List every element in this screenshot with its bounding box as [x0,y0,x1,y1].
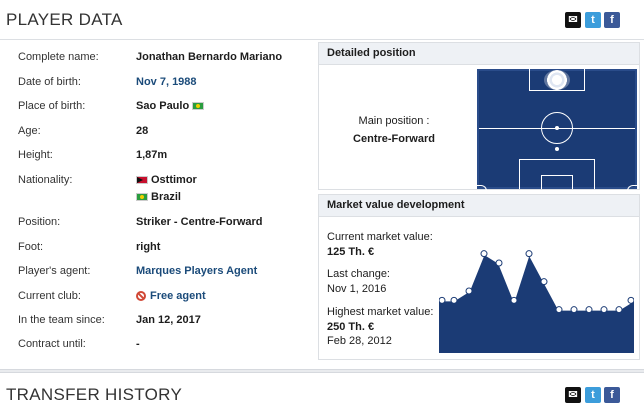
market-value-chart [439,250,634,353]
info-row-age: Age: 28 [18,125,313,143]
info-row-team-since: In the team since: Jan 12, 2017 [18,314,313,332]
market-value-point[interactable] [525,250,533,258]
transfer-history-header: TRANSFER HISTORY ✉ t f [0,372,644,413]
info-label: Place of birth: [18,100,86,112]
last-change-label: Last change: [327,268,390,280]
info-value: - [136,338,140,350]
player-data-panel: PLAYER DATA ✉ t f Complete name: Jonatha… [0,0,644,370]
current-value: 125 Th. € [327,246,375,258]
info-row-current-club: Current club: Free agent [18,290,313,308]
detailed-position-box: Detailed position Main position : Centre… [318,42,640,191]
info-row-complete-name: Complete name: Jonathan Bernardo Mariano [18,51,313,69]
brazil-flag-icon [192,102,205,111]
info-value: 1,87m [136,149,168,161]
east-timor-flag-icon [136,176,148,185]
market-value-point[interactable] [439,296,446,304]
info-label: In the team since: [18,314,105,326]
market-value-point[interactable] [450,296,458,304]
info-label: Foot: [18,241,44,253]
penalty-box-bottom [519,159,595,189]
info-row-place-of-birth: Place of birth: Sao Paulo [18,100,313,118]
info-label: Height: [18,149,53,161]
market-value-point[interactable] [510,296,518,304]
agent-link[interactable]: Marques Players Agent [136,265,258,277]
info-label: Complete name: [18,51,99,63]
info-value: Brazil [136,191,181,203]
goal-box-bottom [541,175,573,189]
position-marker-icon [544,70,570,90]
market-value-point[interactable] [627,296,634,304]
info-label: Contract until: [18,338,86,350]
date-of-birth-link[interactable]: Nov 7, 1988 [136,76,197,88]
info-row-agent: Player's agent: Marques Players Agent [18,265,313,283]
facebook-share-icon[interactable]: f [604,12,620,28]
info-row-position: Position: Striker - Centre-Forward [18,216,313,234]
nationality-text: Osttimor [151,174,197,186]
info-label: Date of birth: [18,76,81,88]
corner-arc [477,185,487,191]
market-value-point[interactable] [480,250,488,258]
transfer-history-title: TRANSFER HISTORY [6,385,183,404]
place-of-birth-text: Sao Paulo [136,100,190,112]
centre-spot [555,126,559,130]
info-value: Sao Paulo [136,100,207,112]
market-value-point[interactable] [585,306,593,314]
twitter-share-icon[interactable]: t [585,12,601,28]
current-club-link[interactable]: Free agent [136,290,206,302]
current-club-text: Free agent [150,290,206,302]
detailed-position-title: Detailed position [319,43,639,65]
ban-icon [136,291,146,302]
info-label: Age: [18,125,41,137]
highest-value: 250 Th. € [327,321,375,333]
market-value-point[interactable] [465,287,473,295]
info-row-foot: Foot: right [18,241,313,259]
market-value-point[interactable] [615,306,623,314]
market-value-box: Market value development Current market … [318,194,640,360]
info-value: 28 [136,125,149,137]
mail-share-icon[interactable]: ✉ [565,387,581,403]
info-row-date-of-birth: Date of birth: Nov 7, 1988 [18,76,313,94]
highest-value-label: Highest market value: [327,306,434,318]
last-change-date: Nov 1, 2016 [327,283,387,295]
market-value-point[interactable] [600,306,608,314]
info-label: Nationality: [18,174,73,186]
info-row-contract-until: Contract until: - [18,338,313,356]
mail-share-icon[interactable]: ✉ [565,12,581,28]
page-title: PLAYER DATA [6,10,123,29]
twitter-share-icon[interactable]: t [585,387,601,403]
corner-arc [627,185,637,191]
info-label: Position: [18,216,61,228]
market-value-point[interactable] [495,259,503,267]
info-label: Current club: [18,290,81,302]
info-value: Jan 12, 2017 [136,314,201,326]
market-value-point[interactable] [540,278,548,286]
info-value: Osttimor [136,174,197,186]
info-value: right [136,241,161,253]
market-value-point[interactable] [555,306,563,314]
market-value-point[interactable] [570,306,578,314]
info-value: Jonathan Bernardo Mariano [136,51,283,63]
penalty-spot [555,147,559,151]
info-row-nationality: Nationality: Osttimor Brazil [18,174,313,210]
market-value-points [439,250,634,314]
highest-value-date: Feb 28, 2012 [327,335,392,347]
penalty-box-top [529,69,585,91]
nationality-text: Brazil [151,191,181,203]
info-label: Player's agent: [18,265,91,277]
centre-circle [541,112,573,144]
panel-header: PLAYER DATA ✉ t f [0,0,644,40]
market-value-title: Market value development [319,195,639,217]
market-value-area [439,253,634,353]
main-position-value: Centre-Forward [353,133,435,145]
current-value-label: Current market value: [327,231,433,243]
pitch-diagram [477,69,637,191]
info-value: Striker - Centre-Forward [136,216,263,228]
facebook-share-icon[interactable]: f [604,387,620,403]
main-position-label: Main position : [358,115,430,127]
brazil-flag-icon [136,193,148,202]
info-row-height: Height: 1,87m [18,149,313,167]
